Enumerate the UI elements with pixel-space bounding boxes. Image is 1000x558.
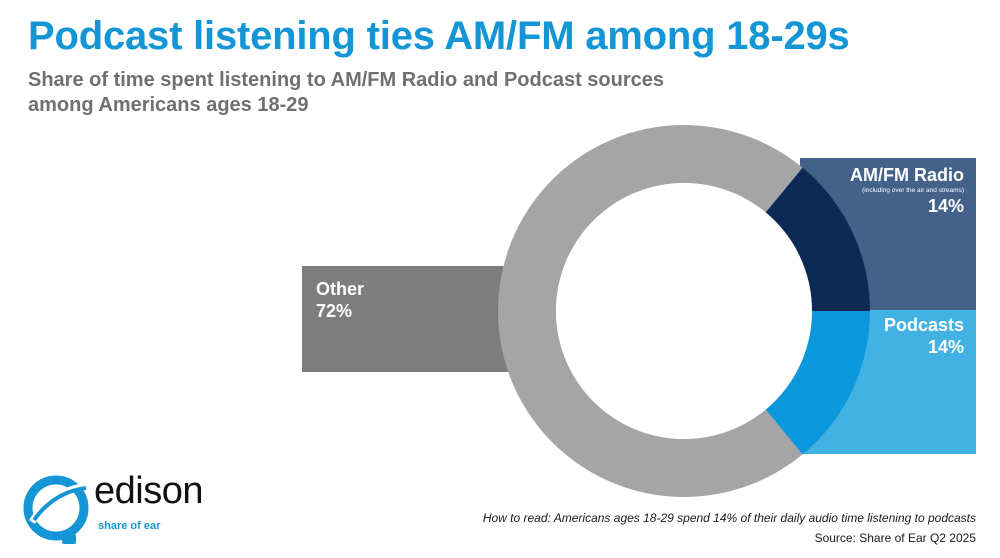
donut-hole xyxy=(556,183,812,439)
edison-logo: edison share of ear xyxy=(22,470,212,550)
chart-subtitle: Share of time spent listening to AM/FM R… xyxy=(28,69,665,116)
label-podcasts-name: Podcasts xyxy=(883,315,964,335)
slice-other xyxy=(497,124,803,498)
chart-title: Podcast listening ties AM/FM among 18-29… xyxy=(28,14,850,58)
label-other-value: 72% xyxy=(316,301,353,321)
label-amfm-note: (including over the air and streams) xyxy=(862,187,964,194)
logo-tagline: share of ear xyxy=(98,520,161,532)
label-other-name: Other xyxy=(316,279,365,299)
slice-podcasts xyxy=(765,311,870,455)
source-note: Source: Share of Ear Q2 2025 xyxy=(814,531,976,545)
edison-bulb-icon xyxy=(23,475,89,544)
label-amfm-value: 14% xyxy=(927,196,964,216)
label-amfm-name: AM/FM Radio xyxy=(850,165,964,185)
label-panel-other: Other 72% xyxy=(302,266,532,372)
how-to-read-note: How to read: Americans ages 18-29 spend … xyxy=(482,511,976,525)
footnote: How to read: Americans ages 18-29 spend … xyxy=(483,508,976,548)
logo-wordmark: edison xyxy=(94,470,203,512)
slice-amfm-radio xyxy=(765,167,870,311)
label-podcasts-value: 14% xyxy=(927,337,964,357)
